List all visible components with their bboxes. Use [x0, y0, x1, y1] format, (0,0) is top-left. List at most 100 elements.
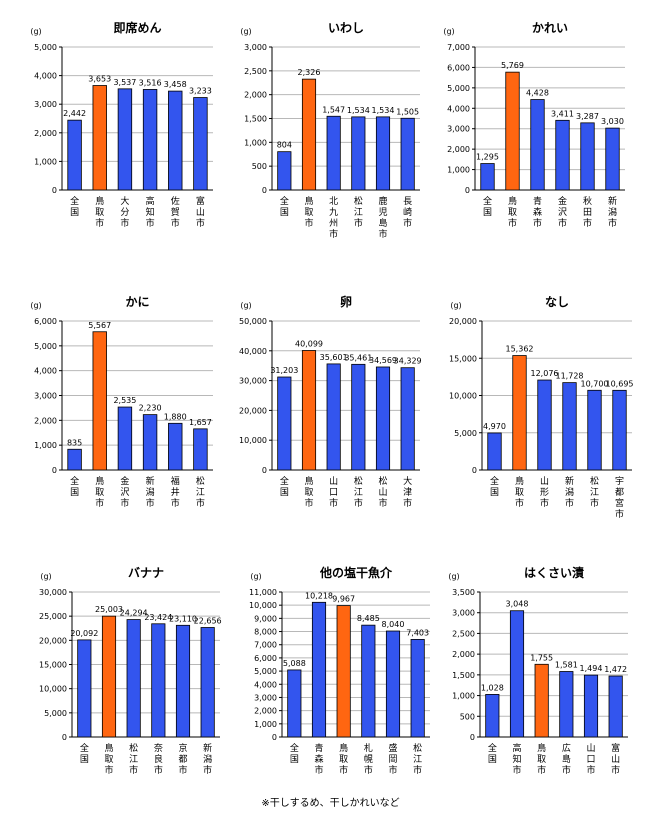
value-label: 3,233	[189, 87, 212, 96]
value-label: 15,362	[506, 345, 534, 354]
bar	[351, 116, 366, 191]
y-tick-label: 2,500	[452, 629, 475, 638]
y-tick-label: 500	[460, 712, 475, 721]
value-label: 1,755	[530, 653, 553, 662]
y-tick-label: 40,000	[239, 347, 267, 356]
bar	[410, 639, 425, 738]
y-tick-label: 10,000	[249, 601, 277, 610]
value-label: 34,569	[369, 356, 397, 365]
bar	[587, 389, 602, 471]
bar	[361, 624, 376, 738]
category-label: 金沢市	[120, 475, 129, 509]
category-label: 新潟市	[146, 475, 155, 509]
bar	[151, 623, 166, 738]
y-tick-label: 4,000	[447, 104, 470, 113]
y-tick-label: 4,000	[34, 72, 57, 81]
y-tick-label: 9,000	[254, 614, 277, 623]
y-tick-label: 11,000	[249, 588, 277, 597]
value-label: 1,657	[189, 418, 212, 427]
value-label: 2,230	[139, 404, 162, 413]
bar	[480, 163, 495, 191]
category-label: 松江市	[590, 475, 599, 509]
y-tick-label: 15,000	[449, 354, 477, 363]
chart-8: 他の塩干魚介 (g) 0 1,000 2,000 3,000 4,000 5,000 6,000…	[249, 565, 430, 776]
footnote: ※干しするめ、干しかれいなど	[261, 798, 400, 809]
value-label: 3,411	[551, 109, 574, 118]
bar	[277, 376, 292, 471]
chart-6: なし (g) 0 5,000 10,000 15,000 20,000 4,970 全国 15,3…	[449, 295, 634, 520]
value-label: 1,028	[481, 683, 504, 692]
bar	[311, 601, 327, 738]
unit-label: (g)	[240, 301, 251, 310]
bar	[326, 363, 341, 471]
y-tick-label: 2,000	[452, 650, 475, 659]
bar	[67, 119, 82, 191]
unit-label: (g)	[30, 27, 41, 36]
y-tick-label: 20,000	[449, 317, 477, 326]
bar	[562, 382, 577, 471]
y-tick-label: 50,000	[239, 317, 267, 326]
bar	[534, 663, 549, 738]
y-tick-label: 7,000	[254, 641, 277, 650]
bar	[287, 669, 302, 738]
category-label: 富山市	[196, 195, 205, 229]
y-tick-label: 2,000	[34, 416, 57, 425]
y-tick-label: 10,000	[39, 685, 67, 694]
y-tick-label: 0	[272, 733, 277, 742]
category-label: 山口市	[329, 476, 338, 509]
chart-1: 即席めん (g) 0 1,000 2,000 3,000 4,000 5,000 2,442 全国…	[30, 20, 213, 229]
value-label: 5,567	[88, 321, 111, 330]
y-tick-label: 5,000	[447, 84, 470, 93]
bar	[92, 331, 107, 471]
value-label: 24,294	[120, 609, 148, 618]
category-label: 全国	[280, 195, 289, 218]
bar	[67, 448, 82, 471]
unit-label: (g)	[30, 301, 41, 310]
bar	[400, 367, 415, 471]
y-tick-label: 1,000	[452, 692, 475, 701]
chart-9: はくさい漬 (g) 0 500 1,000 1,500 2,000 2,500 3,000 3,5…	[448, 565, 628, 776]
category-label: 北九州市	[329, 196, 338, 240]
y-tick-label: 4,000	[254, 680, 277, 689]
value-label: 11,728	[556, 372, 584, 381]
y-tick-label: 500	[252, 162, 267, 171]
bar	[555, 119, 570, 191]
category-label: 山口市	[586, 743, 595, 776]
bar	[509, 610, 525, 738]
bar	[505, 71, 520, 191]
bar	[117, 88, 133, 191]
bar	[193, 97, 208, 191]
value-label: 3,653	[88, 75, 111, 84]
bar	[385, 630, 401, 738]
value-label: 40,099	[295, 340, 323, 349]
category-label: 全国	[280, 475, 289, 498]
y-tick-label: 20,000	[39, 636, 67, 645]
value-label: 1,494	[580, 664, 603, 673]
value-label: 835	[67, 438, 82, 447]
category-label: 鳥取市	[508, 195, 517, 229]
bar	[605, 127, 620, 191]
category-label: 金沢市	[558, 195, 567, 229]
category-label: 全国	[483, 195, 492, 218]
value-label: 2,442	[63, 109, 86, 118]
y-tick-label: 6,000	[34, 317, 57, 326]
y-tick-label: 10,000	[449, 392, 477, 401]
value-label: 2,535	[113, 396, 136, 405]
category-label: 宇都宮市	[615, 475, 624, 520]
y-tick-label: 3,000	[34, 100, 57, 109]
y-tick-label: 2,500	[244, 67, 267, 76]
category-label: 大分市	[120, 195, 129, 229]
category-label: 盛岡市	[388, 742, 397, 776]
y-tick-label: 0	[470, 733, 475, 742]
value-label: 22,656	[194, 616, 222, 625]
category-label: 全国	[488, 742, 497, 765]
y-tick-label: 20,000	[239, 406, 267, 415]
value-label: 1,505	[396, 107, 419, 116]
bar	[326, 115, 341, 191]
value-label: 23,424	[144, 613, 172, 622]
chart-3: かれい (g) 0 1,000 2,000 3,000 4,000 5,000 6,000 7,0…	[443, 21, 625, 229]
category-label: 鳥取市	[104, 742, 113, 776]
y-tick-label: 2,000	[34, 129, 57, 138]
y-tick-label: 2,000	[244, 91, 267, 100]
